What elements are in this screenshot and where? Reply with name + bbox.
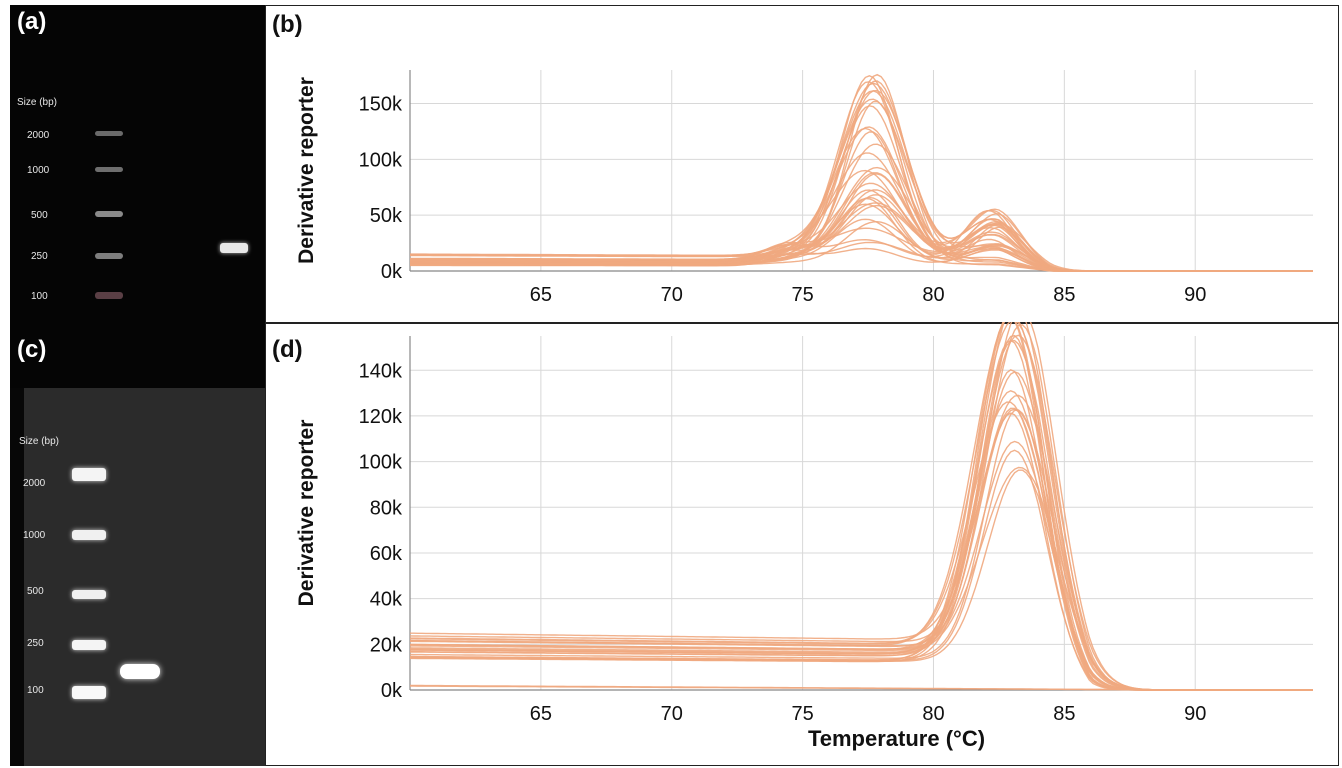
melt-curve-line xyxy=(410,98,1313,272)
melt-curve-line xyxy=(410,440,1313,691)
gel-c-ladder-label: 100 xyxy=(27,685,44,696)
ladder-band xyxy=(72,686,106,699)
y-axis-label: Derivative reporter xyxy=(295,420,318,607)
x-tick-label: 65 xyxy=(530,284,552,306)
ladder-band xyxy=(95,131,123,136)
melt-curve-chart-d: 65 70 75 80 85 90 0k 20k 40k 60k 80k 100k 120k 140k De… xyxy=(295,322,1313,751)
panel-d-frame xyxy=(265,322,1339,766)
y-tick-label: 100k xyxy=(359,452,403,474)
ladder-band xyxy=(95,292,123,299)
gel-c-background xyxy=(24,388,265,766)
gel-a-ladder-label: 100 xyxy=(31,291,48,302)
melt-curve-line xyxy=(409,409,1313,691)
gel-c-ladder-label: 250 xyxy=(27,638,44,649)
gel-a-ladder-label: 2000 xyxy=(27,130,50,141)
panel-label-b: (b) xyxy=(272,11,303,38)
melt-curve-line xyxy=(410,334,1313,691)
melt-curve-line xyxy=(409,466,1313,691)
x-tick-label: 85 xyxy=(1053,284,1075,306)
gel-a-ladder-label: 500 xyxy=(31,210,48,221)
y-tick-label: 100k xyxy=(359,149,403,171)
x-tick-label: 70 xyxy=(661,284,683,306)
gel-c-size-title: Size (bp) xyxy=(19,436,60,447)
y-tick-label: 140k xyxy=(359,360,403,382)
melt-curve-line xyxy=(410,127,1313,272)
gel-a-ladder-label: 250 xyxy=(31,251,48,262)
ladder-band xyxy=(95,211,123,217)
y-tick-label: 60k xyxy=(370,543,403,565)
melt-curve-chart-b: 65 70 75 80 85 90 0k 50k 100k 150k Derivative repo… xyxy=(295,70,1313,306)
x-tick-label: 90 xyxy=(1184,284,1206,306)
sample-band xyxy=(120,664,160,679)
ladder-band xyxy=(95,167,123,172)
y-axis-label: Derivative reporter xyxy=(295,77,318,264)
x-tick-label: 80 xyxy=(922,284,944,306)
panel-label-a: (a) xyxy=(17,8,47,35)
gel-image-c: Size (bp) 2000 1000 500 250 100 xyxy=(10,388,265,766)
gel-c-ladder-label: 500 xyxy=(27,586,44,597)
sample-band xyxy=(220,243,248,253)
y-tick-label: 150k xyxy=(359,94,403,116)
panel-b-frame xyxy=(265,5,1339,324)
x-tick-label: 65 xyxy=(530,703,552,725)
x-tick-label: 90 xyxy=(1184,703,1206,725)
ladder-band xyxy=(72,530,106,540)
gel-image-a: Size (bp) 2000 1000 500 250 100 xyxy=(10,5,265,388)
gel-a-size-title: Size (bp) xyxy=(17,97,58,108)
y-tick-label: 80k xyxy=(370,497,403,519)
gel-c-ladder-label: 1000 xyxy=(23,530,46,541)
x-axis-label: Temperature (°C) xyxy=(808,726,985,751)
y-tick-label: 40k xyxy=(370,589,403,611)
gel-a-ladder-label: 1000 xyxy=(27,165,50,176)
x-tick-label: 75 xyxy=(791,703,813,725)
y-tick-label: 50k xyxy=(370,205,403,227)
ladder-band xyxy=(72,640,106,650)
ladder-band xyxy=(72,468,106,481)
ladder-band xyxy=(95,253,123,259)
ladder-band xyxy=(72,590,106,599)
x-tick-label: 85 xyxy=(1053,703,1075,725)
y-tick-label: 120k xyxy=(359,406,403,428)
panel-label-c: (c) xyxy=(17,336,47,363)
panel-label-d: (d) xyxy=(272,336,303,363)
y-tick-label: 0k xyxy=(381,680,403,702)
y-tick-label: 20k xyxy=(370,634,403,656)
y-tick-label: 0k xyxy=(381,261,403,283)
gel-c-ladder-label: 2000 xyxy=(23,478,46,489)
x-tick-label: 75 xyxy=(791,284,813,306)
x-tick-label: 70 xyxy=(661,703,683,725)
melt-curve-line xyxy=(409,334,1313,691)
x-tick-label: 80 xyxy=(922,703,944,725)
